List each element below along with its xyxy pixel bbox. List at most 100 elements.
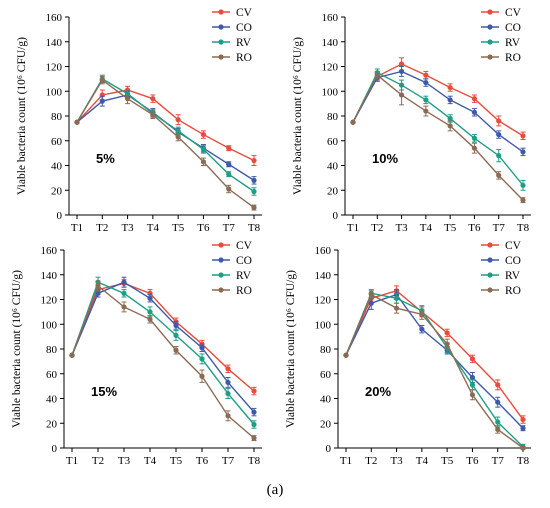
data-point [251, 409, 257, 415]
legend-marker-RO [218, 54, 224, 60]
series-RO [343, 290, 526, 451]
data-point [226, 145, 232, 151]
data-point [175, 128, 181, 134]
y-tick-label: 40 [51, 161, 63, 173]
data-point [368, 291, 374, 298]
data-point [398, 92, 405, 98]
y-tick-label: 160 [41, 245, 58, 257]
series-CO [74, 90, 257, 185]
data-point [495, 382, 501, 388]
legend-marker-CO [487, 24, 493, 30]
y-tick-label: 40 [46, 394, 58, 406]
data-point [471, 145, 478, 151]
x-tick-label: T5 [441, 455, 454, 467]
legend-marker-CO [487, 257, 493, 263]
data-point [496, 153, 502, 159]
data-point [225, 390, 231, 397]
x-tick-label: T4 [147, 222, 160, 234]
y-tick-label: 40 [327, 161, 339, 173]
data-point [520, 416, 526, 423]
data-point [150, 112, 156, 118]
chart-panel-4: 0 20 40 60 80 100 120 140 160 T1 T2 T3 T4 T5 T6 T7 T8 Via… [285, 240, 531, 467]
data-point [95, 283, 101, 289]
y-axis-label: Viable bacteria count (10⁶ CFU/g) [16, 37, 28, 195]
y-tick-label: 100 [46, 86, 63, 98]
y-tick-label: 20 [327, 185, 339, 197]
data-point [469, 356, 476, 362]
data-point [199, 373, 205, 379]
data-point [520, 197, 526, 203]
y-tick-label: 120 [46, 62, 63, 74]
y-tick-label: 80 [320, 344, 332, 356]
data-point [251, 388, 257, 394]
data-point [175, 117, 181, 123]
data-point [147, 295, 153, 301]
data-point [251, 204, 257, 211]
legend-label-CO: CO [236, 22, 252, 34]
legend-label-CV: CV [505, 240, 522, 252]
figure-label: (a) [266, 482, 284, 498]
y-tick-label: 120 [41, 295, 58, 307]
x-tick-label: T7 [492, 455, 505, 467]
series-RO [350, 70, 526, 204]
series-line-CV [71, 282, 255, 392]
panel-label: 15% [91, 384, 117, 399]
legend-label-RO: RO [236, 52, 252, 64]
x-tick-label: T2 [371, 222, 383, 234]
y-tick-label: 60 [320, 369, 332, 381]
data-point [471, 135, 478, 141]
legend-marker-CO [218, 257, 224, 263]
y-tick-label: 160 [322, 12, 339, 24]
data-point [398, 68, 405, 75]
series-line-RO [76, 79, 255, 209]
data-point [251, 177, 257, 183]
x-tick-label: T1 [340, 455, 352, 467]
data-point [343, 352, 349, 358]
y-tick-label: 40 [320, 394, 332, 406]
data-point [368, 300, 374, 306]
data-point [225, 379, 231, 386]
data-point [173, 332, 179, 338]
y-tick-label: 140 [41, 270, 58, 282]
data-point [447, 123, 453, 129]
y-tick-label: 120 [322, 62, 339, 74]
x-tick-label: T8 [517, 222, 530, 234]
x-tick-label: T8 [248, 455, 261, 467]
panel-label: 20% [365, 384, 391, 399]
x-tick-label: T6 [197, 222, 210, 234]
legend-marker-RV [218, 39, 224, 45]
legend-label-CO: CO [505, 22, 521, 34]
data-point [147, 309, 153, 315]
data-point [423, 79, 429, 86]
data-point [469, 374, 476, 381]
y-tick-label: 140 [46, 37, 63, 49]
legend-label-CV: CV [236, 240, 253, 252]
y-tick-label: 0 [333, 210, 339, 222]
data-point [495, 419, 501, 425]
x-tick-label: T6 [196, 455, 209, 467]
legend-label-RV: RV [236, 37, 252, 49]
legend-marker-RV [487, 39, 493, 45]
legend-marker-CV [218, 9, 224, 15]
data-point [447, 97, 453, 103]
series-line-CO [345, 293, 524, 429]
data-point [226, 186, 232, 192]
data-point [520, 149, 526, 155]
data-point [520, 182, 526, 188]
data-point [150, 96, 156, 102]
data-point [251, 157, 257, 164]
data-point [124, 96, 131, 102]
data-point [121, 290, 127, 296]
legend-marker-CO [218, 24, 224, 30]
data-point [200, 159, 207, 165]
data-point [226, 171, 232, 177]
data-point [520, 445, 526, 451]
data-point [175, 134, 181, 140]
data-point [200, 146, 207, 153]
data-point [147, 316, 153, 322]
data-point [99, 77, 105, 83]
data-point [398, 61, 405, 67]
data-point [121, 279, 127, 285]
x-tick-label: T2 [96, 222, 108, 234]
